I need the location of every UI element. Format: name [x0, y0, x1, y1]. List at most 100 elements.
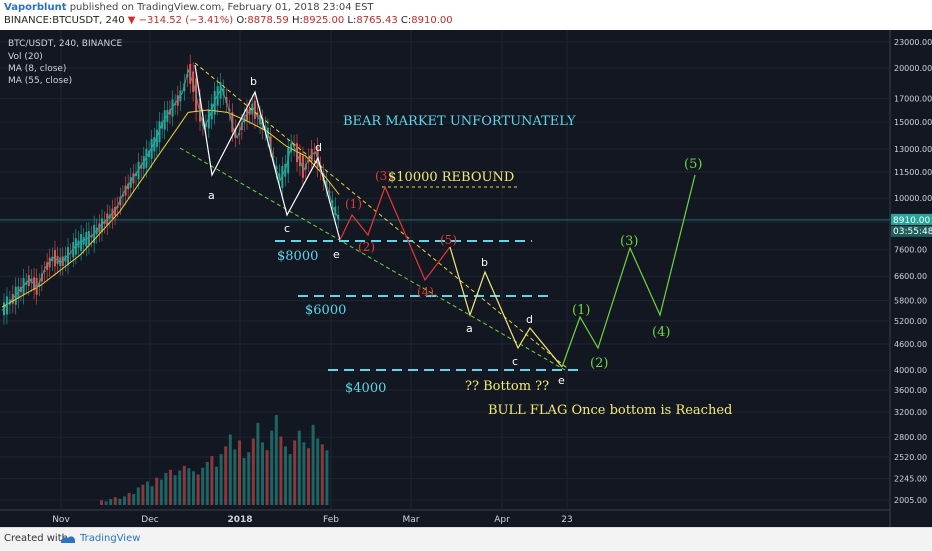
- open-label: O:: [236, 15, 248, 26]
- y-tick-label: 10000.00: [894, 194, 932, 203]
- x-tick-label: Dec: [141, 515, 158, 525]
- y-tick-label: 11500.00: [894, 168, 932, 177]
- y-tick-label: 5200.00: [894, 317, 927, 326]
- x-tick-label: Mar: [403, 515, 420, 525]
- candle-body: [46, 262, 49, 270]
- green-label-1: (1): [572, 303, 590, 318]
- red-label-4: (4): [417, 285, 434, 299]
- candle-body: [150, 139, 153, 159]
- candle-body: [228, 108, 231, 112]
- green-label-2: (2): [590, 356, 608, 371]
- volume-bar: [307, 448, 310, 505]
- candle-body: [337, 214, 340, 219]
- volume-bar: [247, 452, 251, 505]
- yellow-label-b: b: [481, 256, 488, 269]
- symbol-label: BINANCE:BTCUSDT, 240: [4, 15, 125, 26]
- candle-body: [238, 133, 241, 135]
- y-tick-label: 20000.00: [894, 64, 932, 73]
- y-tick-label: 5800.00: [894, 296, 927, 305]
- volume-bar: [192, 471, 195, 505]
- y-tick-label: 2005.00: [894, 496, 927, 505]
- candle-body: [155, 129, 158, 148]
- volume-bar: [155, 477, 159, 505]
- y-tick-label: 13000.00: [894, 145, 932, 154]
- y-tick-label: 2520.00: [894, 453, 927, 462]
- close-value: 8910.00: [411, 15, 453, 26]
- candle-body: [222, 88, 225, 96]
- candle-body: [166, 110, 169, 122]
- volume-bar: [302, 442, 306, 505]
- volume-bar: [196, 474, 200, 505]
- volume-bar: [169, 469, 172, 505]
- candle-body: [148, 150, 151, 158]
- volume-bar: [178, 470, 182, 505]
- volume-bar: [242, 458, 246, 505]
- yellow-label-c: c: [512, 355, 518, 368]
- candle-body: [129, 176, 132, 188]
- volume-bar: [219, 454, 223, 505]
- legend-ma8[interactable]: MA (8, close): [8, 64, 66, 74]
- x-tick-label: Nov: [52, 515, 70, 525]
- volume-bar: [132, 494, 136, 505]
- change-down-icon: ▼: [127, 15, 136, 26]
- candle-body: [33, 277, 36, 290]
- legend-volume[interactable]: Vol (20): [8, 52, 43, 62]
- candle-body: [153, 137, 156, 152]
- volume-bar: [187, 468, 191, 505]
- volume-bar: [279, 436, 283, 505]
- candle-body: [121, 194, 124, 197]
- volume-bar: [150, 486, 154, 505]
- high-value: 8925.00: [302, 15, 345, 26]
- volume-bar: [320, 444, 324, 505]
- plot-background: [0, 30, 890, 527]
- candle-body: [106, 213, 109, 226]
- candle-body: [51, 256, 54, 262]
- open-value: 8878.59: [247, 15, 289, 26]
- candle-body: [127, 183, 130, 190]
- candle-body: [103, 220, 106, 224]
- ma-line: [1, 109, 340, 308]
- candle-body: [231, 112, 234, 133]
- candle-body: [108, 214, 111, 219]
- white-wave-path: [194, 64, 341, 241]
- candle-body: [256, 112, 259, 117]
- volume-bar: [274, 415, 278, 505]
- candle-body: [98, 223, 101, 233]
- y-tick-label: 17000.00: [894, 95, 932, 104]
- yellow-label-d: d: [526, 313, 533, 326]
- volume-bar: [270, 430, 274, 505]
- y-tick-label: 4000.00: [894, 366, 927, 375]
- volume-bar: [173, 475, 177, 505]
- countdown-tag: 03:55:48: [891, 225, 932, 237]
- change-value: −314.52 (−3.41%): [138, 15, 234, 26]
- volume-bar: [311, 424, 315, 505]
- time-axis[interactable]: Nov Dec 2018 Feb Mar Apr 23: [52, 515, 573, 525]
- volume-bar: [136, 487, 140, 505]
- volume-bar: [201, 467, 205, 505]
- price-axis-background: [890, 30, 932, 527]
- y-tick-label: 4600.00: [894, 340, 927, 349]
- candle-body: [35, 277, 38, 295]
- candle-body: [168, 109, 171, 115]
- candle-body: [114, 206, 117, 216]
- candle-body: [132, 173, 135, 184]
- countdown-value: 03:55:48: [893, 227, 932, 237]
- legend-symbol[interactable]: BTC/USDT, 240, BINANCE: [8, 39, 123, 49]
- legend-ma55[interactable]: MA (55, close): [8, 76, 72, 86]
- white-label-c: c: [284, 222, 290, 235]
- green-label-4: (4): [652, 325, 670, 340]
- y-tick-label: 6600.00: [894, 272, 927, 281]
- candle-body: [269, 136, 272, 148]
- volume-bar: [146, 481, 149, 505]
- volume-bar: [159, 479, 163, 505]
- yellow-label-a: a: [466, 322, 473, 335]
- candle-body: [134, 172, 137, 176]
- candle-body: [278, 173, 281, 179]
- price-chart[interactable]: 23000.00 20000.00 17000.00 15000.00 13000.00…: [0, 30, 932, 527]
- candle-body: [27, 275, 30, 287]
- candle-body: [161, 121, 164, 129]
- candle-body: [331, 200, 334, 205]
- tradingview-brand[interactable]: TradingView: [80, 533, 141, 544]
- author-link[interactable]: Vaporblunt: [4, 2, 67, 13]
- volume-bar: [104, 501, 108, 505]
